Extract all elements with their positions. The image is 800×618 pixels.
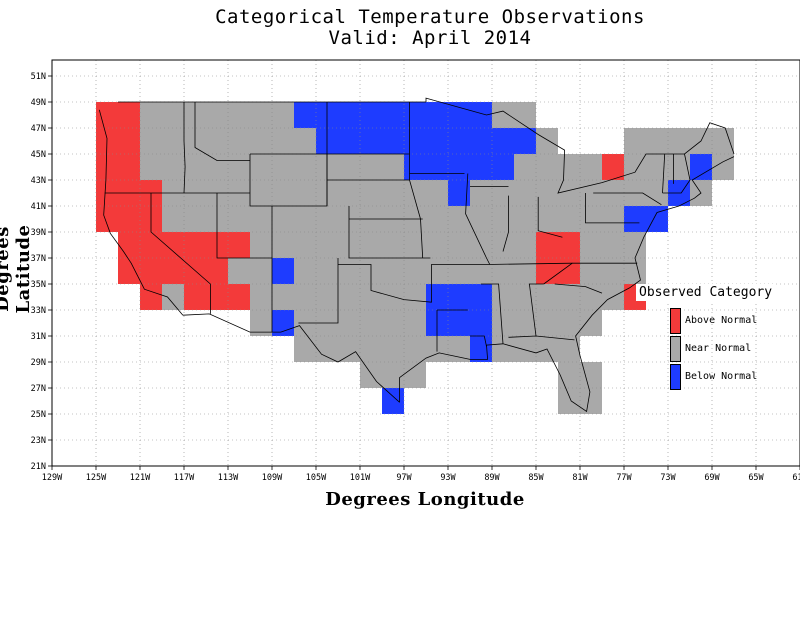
chart-subtitle: Valid: April 2014 (328, 27, 532, 49)
x-tick-label: 109W (262, 473, 283, 483)
boundary-line (348, 206, 431, 259)
category-cell (492, 128, 514, 180)
near-normal-cell-row (624, 154, 734, 180)
x-axis-ticks: 129W 125W 121W 117W 113W 109W 105W 101W 97W 93W 89… (42, 466, 800, 483)
x-tick-label: 101W (350, 473, 371, 483)
boundary-line (399, 156, 735, 413)
x-tick-label: 73W (660, 473, 676, 483)
x-tick-label: 105W (306, 473, 327, 483)
y-tick-label: 41N (31, 202, 46, 212)
boundary-line (425, 97, 735, 194)
legend-swatch-near (670, 336, 681, 362)
x-tick-label: 121W (130, 473, 151, 483)
x-tick-label: 97W (396, 473, 412, 483)
x-tick-label: 69W (704, 473, 720, 483)
boundary-line (662, 153, 666, 194)
y-tick-label: 51N (31, 72, 46, 82)
boundary-line (593, 192, 662, 206)
x-tick-label: 65W (748, 473, 764, 483)
boundary-line (298, 258, 339, 324)
y-tick-label: 31N (31, 332, 46, 342)
legend-swatch-above (670, 308, 681, 334)
boundary-line (486, 262, 573, 265)
boundary-line (481, 283, 504, 344)
y-tick-label: 47N (31, 124, 46, 134)
x-tick-label: 61W (792, 473, 800, 483)
category-cell (690, 154, 712, 180)
legend-swatch-below (670, 364, 681, 390)
boundary-line (508, 335, 575, 341)
boundary-line (98, 109, 184, 316)
boundary-line (537, 196, 563, 238)
y-axis-ticks: 21N 23N 25N 27N 29N 31N 33N 35N 37N 39N 41N 43N 45N 4… (31, 72, 52, 472)
x-axis-label: Degrees Longitude (325, 489, 525, 510)
x-tick-label: 93W (440, 473, 456, 483)
boundary-line (150, 193, 211, 314)
x-tick-label: 117W (174, 473, 195, 483)
category-cell (602, 154, 624, 180)
y-tick-label: 27N (31, 384, 46, 394)
category-cell (162, 232, 250, 258)
legend-label-near: Near Normal (685, 343, 752, 354)
y-tick-label: 35N (31, 280, 46, 290)
legend-label-below: Below Normal (685, 371, 758, 382)
x-tick-label: 77W (616, 473, 632, 483)
boundary-line (194, 102, 250, 161)
category-cell (294, 102, 316, 128)
category-cell (272, 258, 294, 284)
boundary-line (183, 102, 186, 194)
category-cell (536, 232, 580, 284)
near-normal-cell-row (558, 362, 602, 388)
boundary-line (528, 283, 544, 337)
boundary-line (182, 313, 400, 403)
y-tick-label: 37N (31, 254, 46, 264)
y-tick-label: 21N (31, 462, 46, 472)
boundary-line (409, 102, 424, 259)
boundary-line (554, 283, 603, 294)
category-cell (514, 128, 536, 154)
y-tick-label: 49N (31, 98, 46, 108)
boundary-line (585, 193, 640, 224)
y-tick-label: 45N (31, 150, 46, 160)
x-tick-label: 113W (218, 473, 239, 483)
category-cell (184, 284, 250, 310)
y-tick-label: 33N (31, 306, 46, 316)
x-tick-label: 129W (42, 473, 63, 483)
plot-frame (51, 59, 800, 467)
x-tick-label: 125W (86, 473, 107, 483)
y-tick-label: 25N (31, 410, 46, 420)
boundary-line (502, 195, 509, 252)
category-cell (470, 336, 492, 362)
y-tick-label: 43N (31, 176, 46, 186)
state-boundaries (98, 97, 735, 413)
legend-label-above: Above Normal (685, 315, 758, 326)
y-axis-label: Degrees Latitude (0, 224, 34, 314)
chart-title: Categorical Temperature Observations (215, 6, 645, 28)
x-tick-label: 85W (528, 473, 544, 483)
category-cell (624, 206, 668, 232)
boundary-line (465, 173, 491, 265)
y-tick-label: 23N (31, 436, 46, 446)
legend-title: Observed Category (636, 284, 776, 301)
boundary-line (662, 153, 691, 194)
boundary-line (470, 335, 487, 347)
boundary-line (216, 193, 273, 333)
category-cell (448, 180, 470, 206)
category-cell (140, 284, 162, 310)
x-tick-label: 81W (572, 473, 588, 483)
boundary-line (338, 264, 487, 303)
x-tick-label: 89W (484, 473, 500, 483)
near-normal-cell-row (624, 128, 734, 154)
near-normal-cell-row (96, 154, 602, 180)
category-cell (382, 388, 404, 414)
y-tick-label: 29N (31, 358, 46, 368)
y-tick-label: 39N (31, 228, 46, 238)
